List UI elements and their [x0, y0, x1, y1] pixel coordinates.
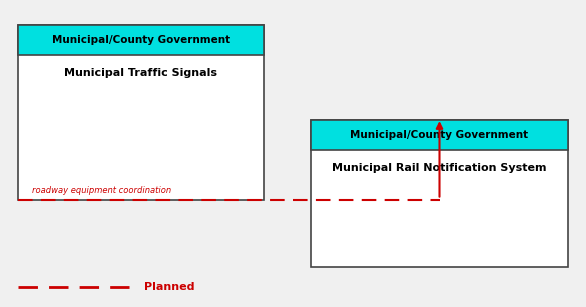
Text: Municipal Rail Notification System: Municipal Rail Notification System [332, 163, 547, 173]
Text: Municipal/County Government: Municipal/County Government [52, 35, 230, 45]
Bar [311, 120, 568, 267]
Text: Municipal/County Government: Municipal/County Government [350, 130, 529, 140]
Bar [18, 25, 264, 55]
Text: Planned: Planned [144, 282, 194, 292]
Bar [18, 25, 264, 200]
Text: Municipal Traffic Signals: Municipal Traffic Signals [64, 68, 217, 78]
Bar [311, 120, 568, 150]
Text: roadway equipment coordination: roadway equipment coordination [32, 186, 171, 195]
